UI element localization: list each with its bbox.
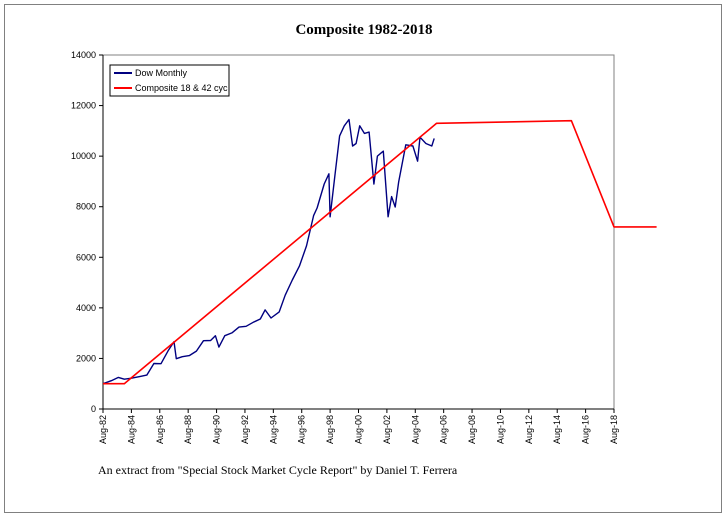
- x-tick-label: Aug-14: [552, 415, 562, 444]
- y-tick-label: 6000: [76, 252, 96, 262]
- axes: 0 2000 4000 6000 8000 10000 12000 14000 Aug-82 Au…: [71, 50, 619, 444]
- legend-label-dow: Dow Monthly: [135, 68, 188, 78]
- y-tick-label: 4000: [76, 303, 96, 313]
- series-line-composite: [103, 119, 657, 385]
- y-tick-label: 10000: [71, 151, 96, 161]
- x-tick-label: Aug-00: [354, 415, 364, 444]
- x-tick-label: Aug-12: [524, 415, 534, 444]
- series-line-dow-monthly: [102, 118, 435, 385]
- x-tick-label: Aug-90: [212, 415, 222, 444]
- x-tick-label: Aug-18: [609, 415, 619, 444]
- x-tick-label: Aug-04: [410, 415, 420, 444]
- x-tick-label: Aug-84: [126, 415, 136, 444]
- x-tick-label: Aug-88: [183, 415, 193, 444]
- x-tick-label: Aug-92: [240, 415, 250, 444]
- x-tick-label: Aug-06: [439, 415, 449, 444]
- plot-area-border: [102, 54, 615, 410]
- x-tick-label: Aug-10: [495, 415, 505, 444]
- x-tick-label: Aug-86: [155, 415, 165, 444]
- legend: Dow Monthly Composite 18 & 42 cyc: [109, 64, 230, 97]
- y-tick-label: 14000: [71, 50, 96, 60]
- x-tick-label: Aug-16: [581, 415, 591, 444]
- legend-label-composite: Composite 18 & 42 cyc: [135, 83, 228, 93]
- y-tick-label: 0: [91, 404, 96, 414]
- x-tick-label: Aug-96: [297, 415, 307, 444]
- series-layer: [102, 118, 657, 385]
- chart-title: Composite 1982-2018: [295, 22, 433, 38]
- legend-box: [109, 64, 230, 97]
- x-tick-label: Aug-94: [268, 415, 278, 444]
- y-tick-label: 2000: [76, 353, 96, 363]
- y-tick-label: 12000: [71, 101, 96, 111]
- x-tick-label: Aug-02: [382, 415, 392, 444]
- chart-caption: An extract from "Special Stock Market Cy…: [98, 463, 458, 477]
- x-tick-label: Aug-98: [325, 415, 335, 444]
- y-tick-label: 8000: [76, 202, 96, 212]
- x-tick-label: Aug-08: [467, 415, 477, 444]
- x-tick-label: Aug-82: [98, 415, 108, 444]
